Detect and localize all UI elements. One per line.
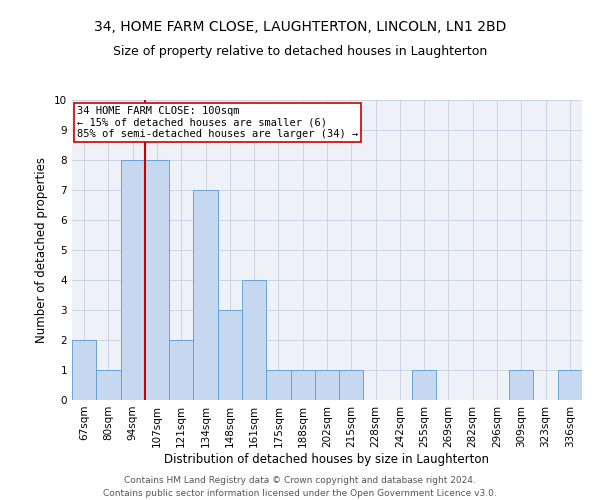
Bar [121,160,145,400]
Bar [72,340,96,400]
Text: Contains HM Land Registry data © Crown copyright and database right 2024.
Contai: Contains HM Land Registry data © Crown c… [103,476,497,498]
Bar [266,370,290,400]
Text: Size of property relative to detached houses in Laughterton: Size of property relative to detached ho… [113,45,487,58]
Y-axis label: Number of detached properties: Number of detached properties [35,157,49,343]
Bar [412,370,436,400]
Bar [558,370,582,400]
Bar [145,160,169,400]
Text: 34, HOME FARM CLOSE, LAUGHTERTON, LINCOLN, LN1 2BD: 34, HOME FARM CLOSE, LAUGHTERTON, LINCOL… [94,20,506,34]
Bar [290,370,315,400]
Text: 34 HOME FARM CLOSE: 100sqm
← 15% of detached houses are smaller (6)
85% of semi-: 34 HOME FARM CLOSE: 100sqm ← 15% of deta… [77,106,358,139]
Bar [193,190,218,400]
Bar [96,370,121,400]
Bar [339,370,364,400]
X-axis label: Distribution of detached houses by size in Laughterton: Distribution of detached houses by size … [164,452,490,466]
Bar [169,340,193,400]
Bar [315,370,339,400]
Bar [509,370,533,400]
Bar [218,310,242,400]
Bar [242,280,266,400]
